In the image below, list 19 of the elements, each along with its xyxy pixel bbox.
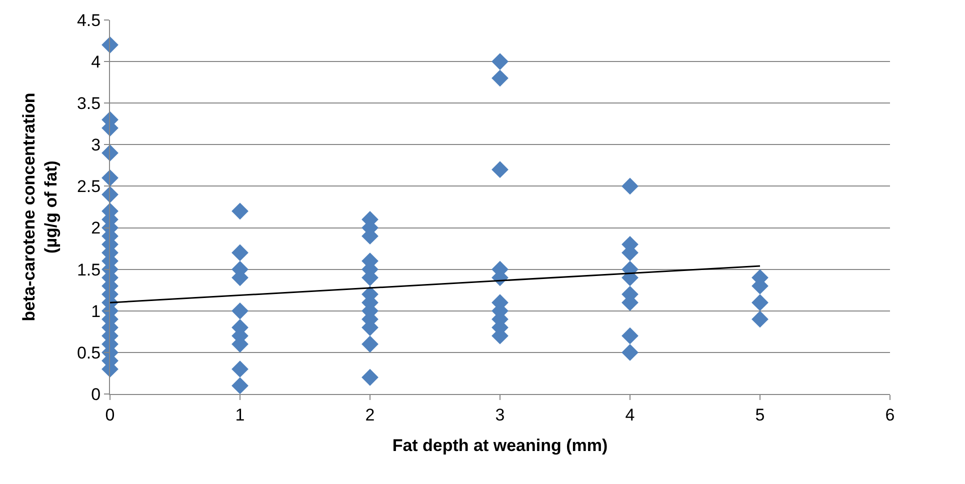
y-axis-title: beta-carotene concentration (µg/g of fat)	[19, 92, 61, 322]
y-tick-label: 4.5	[76, 10, 101, 30]
y-tick-label: 2	[91, 218, 101, 238]
y-tick-label: 1.5	[76, 260, 101, 280]
x-tick-label: 0	[105, 405, 115, 424]
x-tick-label: 2	[365, 405, 375, 424]
y-tick-label: 3	[91, 136, 101, 155]
y-tick-label: 3.5	[76, 94, 101, 114]
y-tick-label: 0	[91, 384, 101, 404]
x-tick-label: 6	[885, 405, 895, 424]
x-tick-label: 4	[625, 405, 635, 424]
x-tick-label: 1	[235, 405, 245, 424]
x-tick-label: 5	[755, 405, 765, 424]
x-tick-label: 3	[495, 405, 505, 424]
x-axis-title: Fat depth at weaning (mm)	[392, 436, 608, 455]
y-tick-label: 1	[91, 302, 101, 321]
y-tick-label: 2.5	[76, 177, 101, 196]
y-tick-label: 0.5	[76, 343, 101, 362]
y-tick-label: 4	[91, 52, 101, 72]
